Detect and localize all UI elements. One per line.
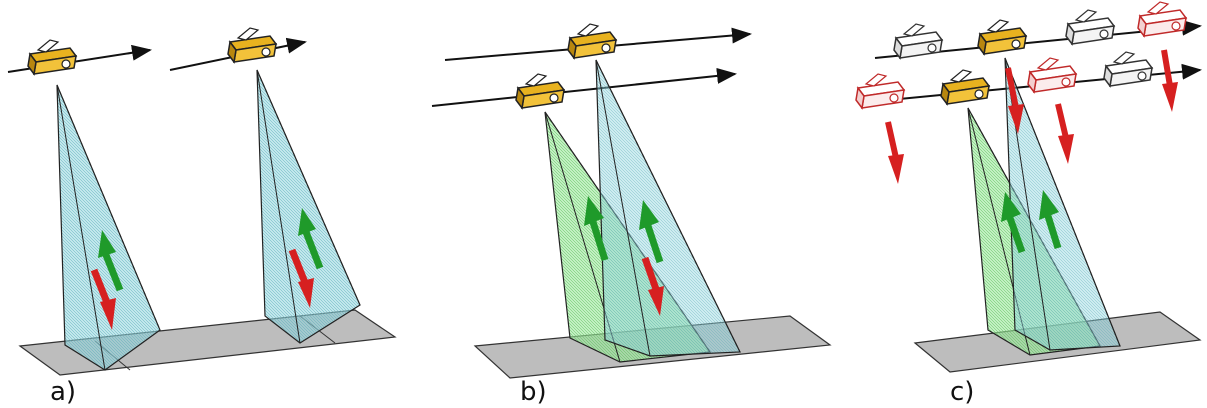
arrow-red-a2 <box>288 248 314 308</box>
panel-b: b) <box>431 23 832 407</box>
satellite-c-red1 <box>1137 1 1187 37</box>
satellite-c-white3 <box>1103 51 1153 87</box>
arrow-red-b1 <box>641 256 664 316</box>
panel-c: c) <box>855 1 1202 407</box>
panel-label-c: c) <box>950 377 974 407</box>
satellite-c-white1 <box>893 23 943 59</box>
panel-label-a: a) <box>50 377 76 407</box>
arrow-red-c1 <box>885 121 904 184</box>
panel-a: a) <box>7 27 397 407</box>
arrow-red-c3 <box>1055 103 1074 164</box>
satellite-c-red2 <box>855 73 905 109</box>
beam-a1 <box>56 84 161 371</box>
arrow-green-a1 <box>98 230 124 292</box>
arrow-green-b1 <box>584 196 609 262</box>
arrow-green-c1 <box>1001 192 1026 254</box>
arrow-green-b2 <box>639 200 664 264</box>
satellite-c-red3 <box>1027 57 1077 93</box>
satellite-c-active1 <box>977 19 1027 55</box>
arrow-green-a2 <box>298 208 324 270</box>
satellite-a1 <box>27 39 77 75</box>
arrow-red-a1 <box>90 268 116 330</box>
arrow-red-c4 <box>1161 49 1178 112</box>
satellite-c-active2 <box>940 69 990 105</box>
satellite-c-white2 <box>1065 9 1115 45</box>
orbit-track-b2 <box>431 67 737 107</box>
arrow-green-c2 <box>1039 190 1062 250</box>
panel-label-b: b) <box>520 377 547 407</box>
arrow-red-c2 <box>1005 67 1024 134</box>
beam-c-cyan <box>1004 57 1121 351</box>
satellite-b2 <box>515 73 565 109</box>
satellite-a2 <box>227 27 277 63</box>
satellite-b1 <box>567 23 617 59</box>
